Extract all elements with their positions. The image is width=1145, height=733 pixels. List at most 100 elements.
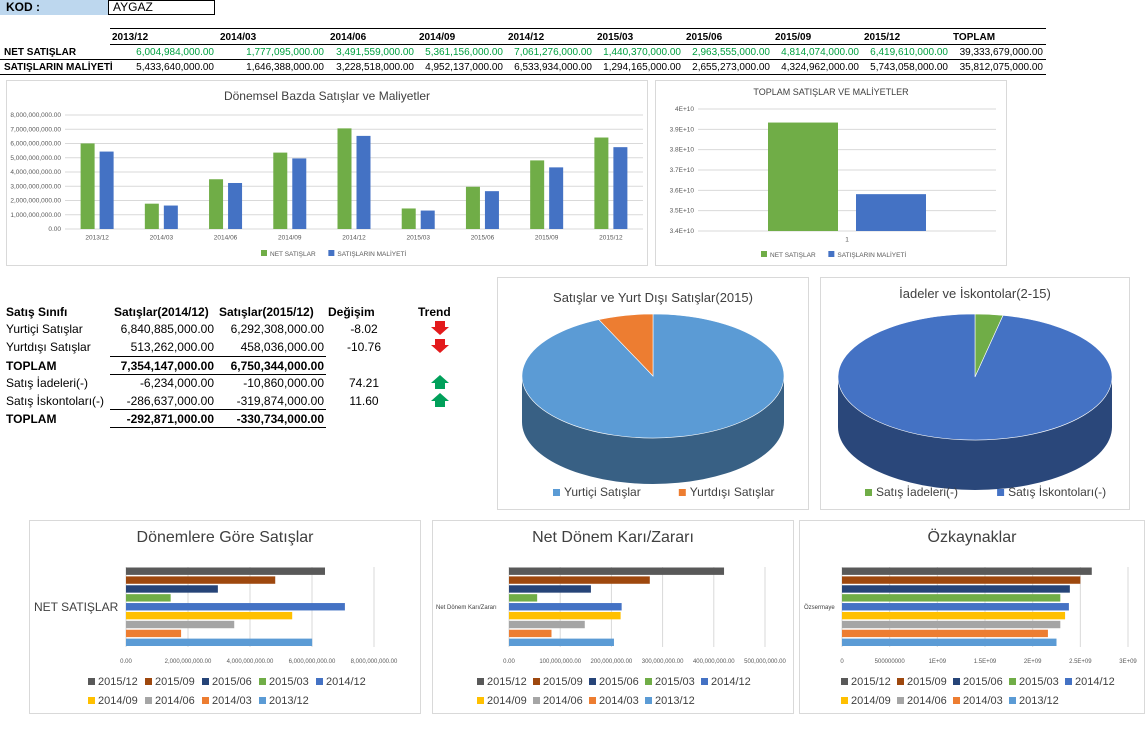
- summary-value-2015: -10,860,000.00: [243, 376, 324, 390]
- bar-satişlarin-mali̇yeti̇: [228, 182, 243, 229]
- x-tick-label: 2014/03: [150, 235, 174, 242]
- table-header-border: [110, 44, 1046, 45]
- legend-label: NET SATIŞLAR: [270, 251, 316, 258]
- y-tick-label: 4,000,000,000.00: [10, 169, 61, 176]
- legend-swatch: [841, 678, 848, 685]
- kod-value: AYGAZ: [108, 0, 215, 15]
- legend-swatch: [477, 697, 484, 704]
- summary-rule: [110, 374, 326, 375]
- summary-value-2015: -330,734,000.00: [236, 412, 324, 426]
- legend-swatch: [761, 251, 767, 257]
- bar-net-satişlar: [530, 160, 545, 229]
- legend-label: 2015/12: [487, 676, 527, 688]
- legend-swatch: [953, 697, 960, 704]
- legend-label: Satış İadeleri(-): [876, 485, 958, 499]
- table-bottom-border: [0, 74, 1046, 75]
- trend-down-arrow-icon: [431, 339, 449, 353]
- table-cell: 2,963,555,000.00: [692, 47, 770, 58]
- legend-swatch: [328, 250, 335, 256]
- table-row-border: [0, 59, 1046, 60]
- arrow-shape: [431, 321, 449, 335]
- x-tick-label: 1.5E+09: [974, 659, 997, 665]
- pie2-chart-panel: İadeler ve İskontolar(2-15) Satış İadele…: [820, 277, 1130, 510]
- donemsel-chart-svg: 0.00 1,000,000,000.00 2,000,000,000.00 3,00…: [10, 112, 643, 258]
- arrow-shape: [431, 375, 449, 389]
- summary-row-label: Yurtiçi Satışlar: [6, 322, 83, 336]
- summary-value-2014: -286,637,000.00: [126, 394, 214, 408]
- summary-row-label: TOPLAM: [6, 412, 57, 426]
- x-tick-label: 2015/12: [599, 235, 623, 242]
- y-tick-label: 6,000,000,000.00: [10, 141, 61, 148]
- bar-2014-03: [842, 629, 1048, 638]
- period-header-0: 2013/12: [112, 32, 149, 43]
- legend-swatch: [997, 489, 1005, 496]
- legend-swatch: [88, 697, 95, 704]
- x-tick-label: 2014/12: [342, 235, 366, 242]
- bar-2014-12: [842, 603, 1069, 611]
- ozkaynak-chart-svg: 0 500000000 1E+09 1.5E+09 2E+09 2.5E+09 3E+09 Ö…: [804, 567, 1137, 707]
- y-tick-label: 7,000,000,000.00: [10, 126, 61, 133]
- legend-swatch: [88, 678, 95, 685]
- x-tick-label: 2015/06: [471, 235, 495, 242]
- legend-label: 2015/09: [907, 676, 947, 688]
- x-tick-label: 500,000,000.00: [744, 659, 786, 665]
- bar-2014-09: [509, 611, 621, 620]
- bar-net-satişlar: [80, 143, 95, 229]
- summary-change: 74.21: [348, 376, 380, 390]
- legend-label: 2014/09: [851, 695, 891, 707]
- legend-label: 2014/12: [326, 676, 366, 688]
- table-cell: 4,324,962,000.00: [781, 62, 859, 73]
- summary-value-2014: -6,234,000.00: [139, 376, 214, 390]
- donemlere-chart-panel: Dönemlere Göre Satışlar 0.00 2,000,000,00…: [29, 520, 421, 714]
- bar-2015-12: [842, 567, 1092, 575]
- period-header-7: 2015/09: [775, 32, 812, 43]
- bar-2015-06: [842, 585, 1070, 593]
- x-tick-label: 1: [845, 237, 849, 244]
- legend-label: 2015/06: [963, 676, 1003, 688]
- table-cell: 1,646,388,000.00: [246, 62, 324, 73]
- bar-2013-12: [509, 638, 614, 646]
- bar-2014-03: [509, 629, 552, 638]
- legend-label: 2014/09: [487, 695, 527, 707]
- legend-swatch: [259, 678, 266, 685]
- netkar-chart-title: Net Dönem Karı/Zararı: [532, 529, 694, 546]
- bar-2015-03: [126, 594, 171, 602]
- arrow-shape: [431, 339, 449, 353]
- period-header-8: 2015/12: [864, 32, 901, 43]
- summary-rule: [110, 427, 326, 428]
- bar-2015-12: [126, 567, 326, 575]
- table-cell: 6,004,984,000.00: [136, 47, 214, 58]
- table-cell: 1,440,370,000.00: [603, 47, 681, 58]
- category-label: NET SATIŞLAR: [34, 600, 119, 614]
- summary-row-label: TOPLAM: [6, 359, 57, 373]
- ozkaynak-chart-panel: Özkaynaklar 0 500000000 1E+09 1.5E+09 2E+09 2…: [799, 520, 1145, 714]
- donemsel-chart-title: Dönemsel Bazda Satışlar ve Maliyetler: [223, 89, 431, 103]
- bar-net-satişlar: [273, 152, 288, 229]
- summary-row-label: Satış İskontoları(-): [6, 394, 105, 408]
- summary-rule: [110, 409, 326, 410]
- pie2-chart-title: İadeler ve İskontolar(2-15): [899, 286, 1051, 301]
- summary-value-2014: 7,354,147,000.00: [120, 359, 214, 373]
- x-tick-label: 2015/09: [535, 235, 559, 242]
- legend-swatch: [841, 697, 848, 704]
- bar-satişlarin-mali̇yeti̇: [292, 158, 307, 229]
- bar-2014-06: [126, 620, 235, 629]
- legend-swatch: [533, 697, 540, 704]
- legend-swatch: [897, 678, 904, 685]
- summary-change: -10.76: [346, 340, 382, 354]
- x-tick-label: 6,000,000,000.00: [289, 659, 336, 665]
- summary-row-label: Satış İadeleri(-): [6, 376, 89, 390]
- y-tick-label: 3.7E+10: [670, 167, 695, 174]
- pie-slice-1: [837, 313, 1113, 441]
- legend-label: 2014/12: [711, 676, 751, 688]
- pie-slice-0: [521, 313, 785, 439]
- y-tick-label: 3.6E+10: [670, 187, 695, 194]
- bar-net-satişlar: [209, 179, 224, 229]
- x-tick-label: 0.00: [503, 659, 515, 665]
- bar-2014-06: [509, 620, 585, 629]
- period-header-4: 2014/12: [508, 32, 545, 43]
- legend-label: SATIŞLARIN MALİYETİ: [837, 250, 906, 259]
- table-cell: 2,655,273,000.00: [692, 62, 770, 73]
- bar-2014-03: [126, 629, 182, 638]
- period-header-2: 2014/06: [330, 32, 367, 43]
